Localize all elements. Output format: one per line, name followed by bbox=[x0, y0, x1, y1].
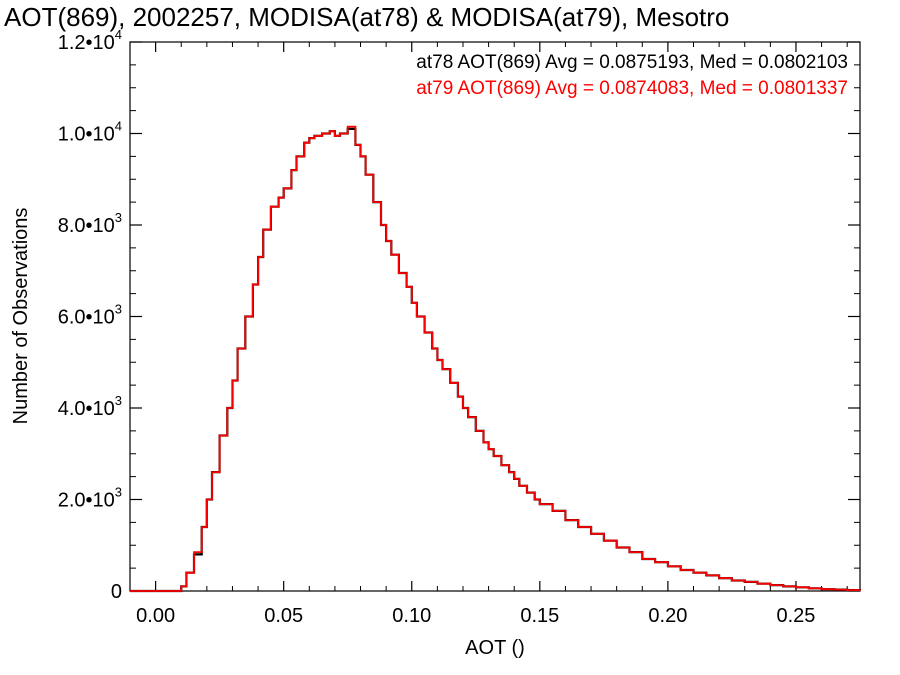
y-tick-exponent: 3 bbox=[115, 210, 122, 225]
series-layer bbox=[130, 125, 862, 593]
y-tick-mantissa: 0 bbox=[111, 581, 122, 603]
y-axis-ticks: 02.0•1034.0•1036.0•1038.0•1031.0•1041.2•… bbox=[58, 27, 860, 603]
y-tick-exponent: 3 bbox=[115, 302, 122, 317]
y-tick-exponent: 4 bbox=[115, 119, 122, 134]
y-tick-mantissa: 8.0•10 bbox=[58, 215, 115, 237]
legend-entry-at78: at78 AOT(869) Avg = 0.0875193, Med = 0.0… bbox=[416, 52, 848, 73]
y-tick-mantissa: 2.0•10 bbox=[58, 490, 115, 512]
x-axis-label: AOT () bbox=[465, 637, 525, 659]
x-tick-label: 0.20 bbox=[648, 605, 687, 627]
plot-frame bbox=[129, 41, 861, 592]
legend-entry-at79: at79 AOT(869) Avg = 0.0874083, Med = 0.0… bbox=[416, 78, 848, 99]
y-tick-label: 0 bbox=[111, 581, 122, 603]
y-tick-label: 2.0•103 bbox=[58, 485, 122, 512]
x-tick-label: 0.05 bbox=[264, 605, 303, 627]
y-tick-exponent: 4 bbox=[115, 27, 122, 42]
series-line-at79 bbox=[130, 125, 861, 592]
x-tick-label: 0.10 bbox=[392, 605, 431, 627]
chart-title: AOT(869), 2002257, MODISA(at78) & MODISA… bbox=[4, 2, 729, 32]
y-tick-label: 8.0•103 bbox=[58, 210, 122, 237]
y-tick-label: 1.0•104 bbox=[58, 119, 122, 146]
y-tick-label: 1.2•104 bbox=[58, 27, 122, 54]
y-axis-label: Number of Observations bbox=[10, 208, 32, 425]
y-tick-mantissa: 1.2•10 bbox=[58, 32, 115, 54]
y-tick-exponent: 3 bbox=[115, 393, 122, 408]
y-tick-exponent: 3 bbox=[115, 485, 122, 500]
series-line-at78 bbox=[130, 127, 862, 593]
x-axis-ticks: 0.00 0.05 0.10 0.15 0.20 0.25 bbox=[136, 42, 848, 627]
x-tick-label: 0.25 bbox=[776, 605, 815, 627]
x-tick-label: 0.15 bbox=[520, 605, 559, 627]
y-tick-mantissa: 1.0•10 bbox=[58, 124, 115, 146]
y-tick-label: 6.0•103 bbox=[58, 302, 122, 329]
y-tick-mantissa: 4.0•10 bbox=[58, 398, 115, 420]
y-tick-label: 4.0•103 bbox=[58, 393, 122, 420]
x-tick-label: 0.00 bbox=[136, 605, 175, 627]
y-tick-mantissa: 6.0•10 bbox=[58, 307, 115, 329]
